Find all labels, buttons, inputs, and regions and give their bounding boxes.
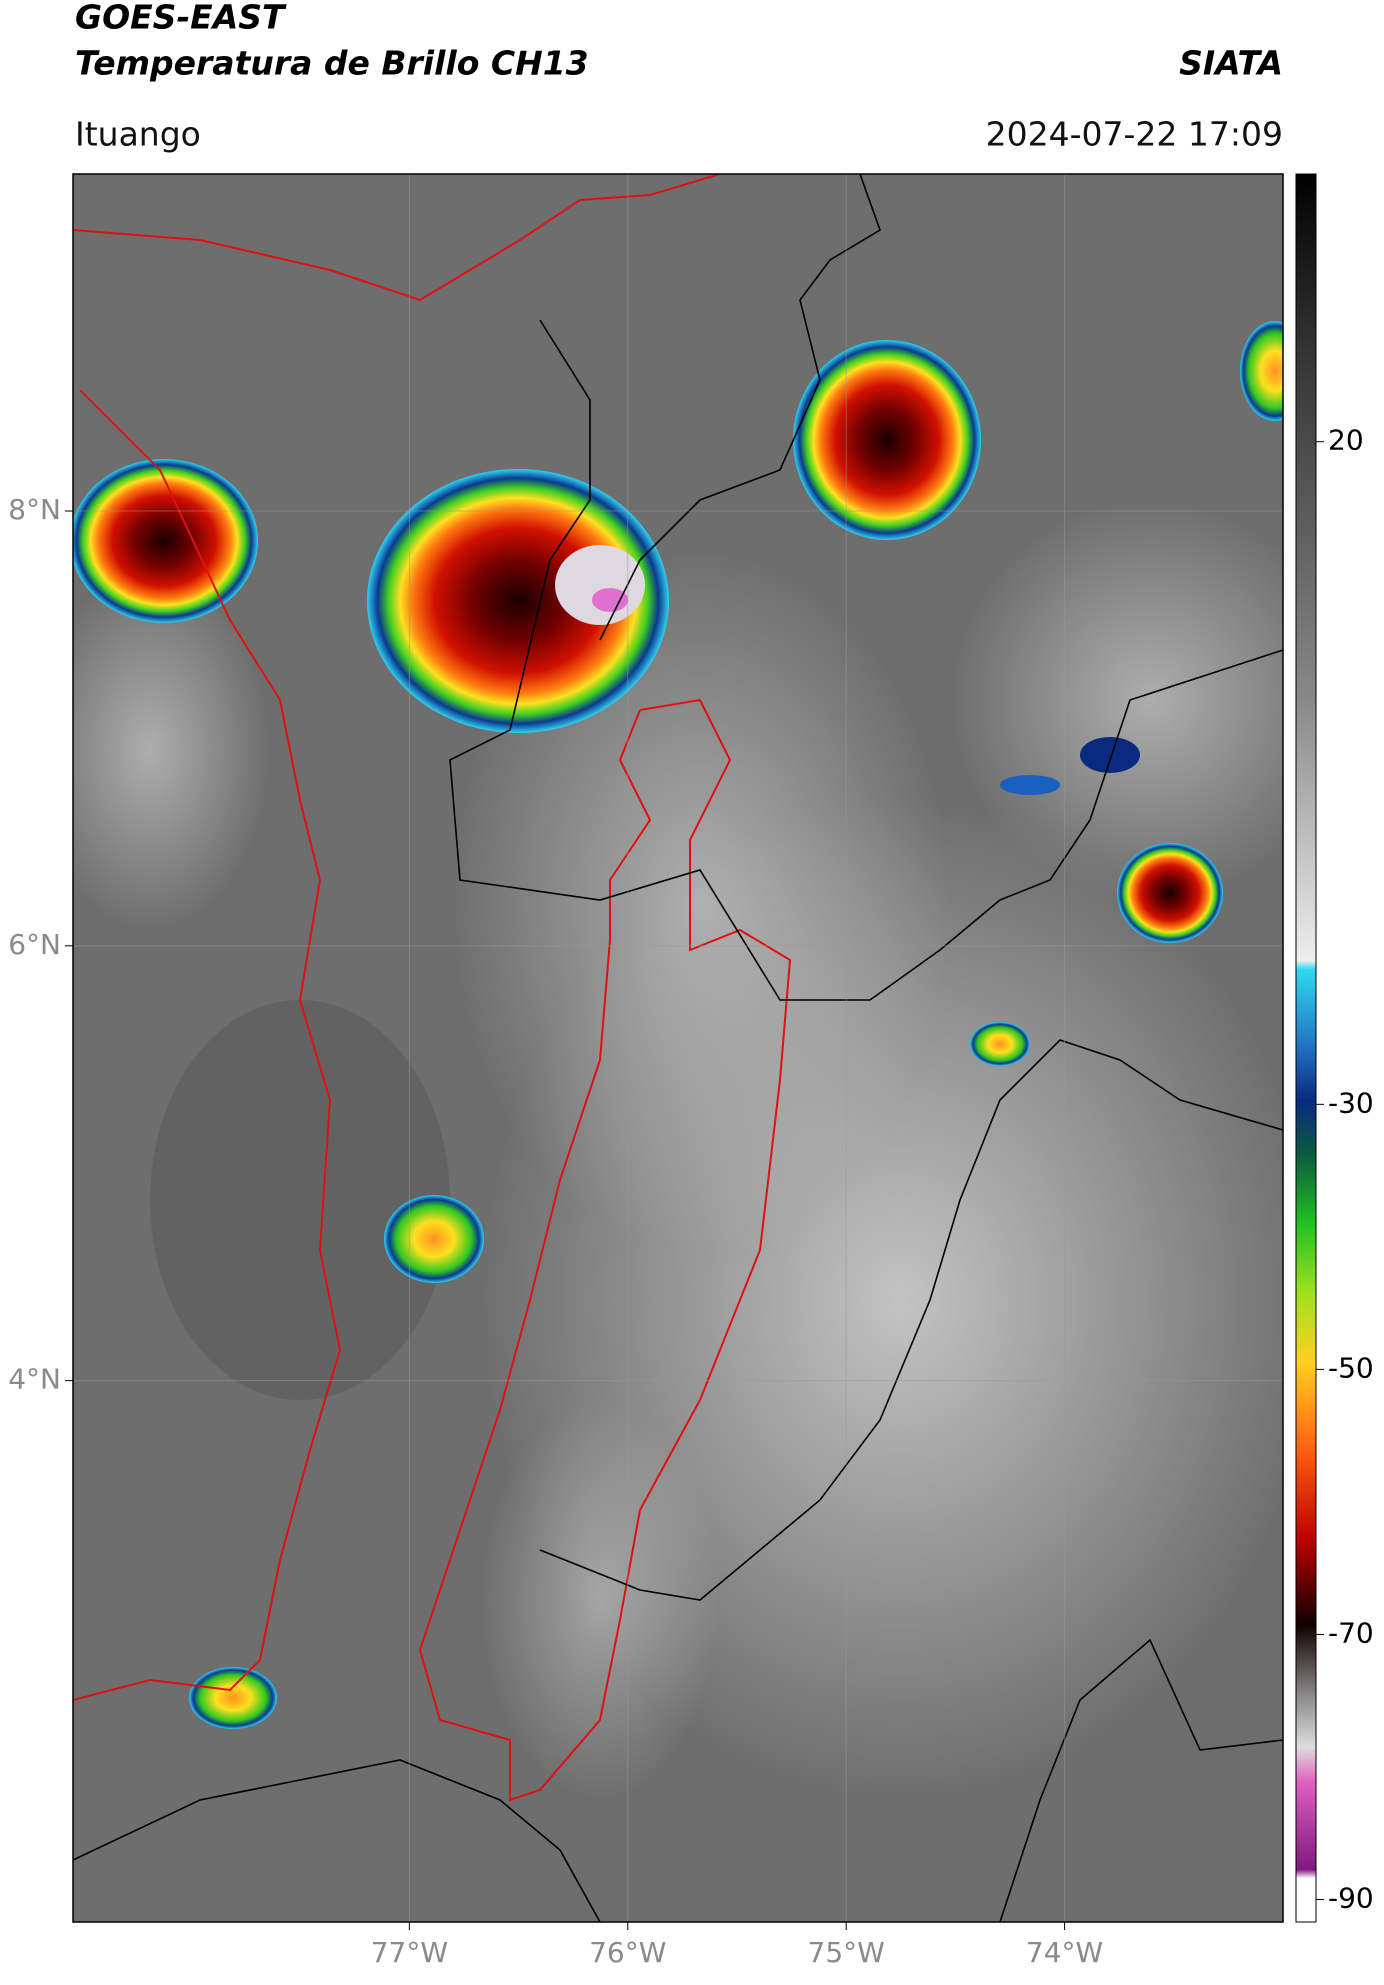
- colorbar-tick-label: -30: [1328, 1086, 1374, 1119]
- x-tick-label: 77°W: [371, 1936, 448, 1969]
- map-frame: [72, 173, 1284, 1923]
- graticule: [73, 174, 1283, 1922]
- x-tick-label: 74°W: [1026, 1936, 1103, 1969]
- org: SIATA: [1179, 44, 1283, 83]
- colorbar-tick-label: -90: [1328, 1881, 1374, 1914]
- location: Ituango: [75, 115, 201, 154]
- colorbar-tick-label: -70: [1328, 1616, 1374, 1649]
- colorbar-tick-label: -50: [1328, 1351, 1374, 1384]
- title: GOES-EAST: [75, 0, 287, 37]
- y-tick-label: 4°N: [8, 1363, 61, 1396]
- satellite-image: [73, 174, 1283, 1922]
- y-tick-label: 8°N: [8, 493, 61, 526]
- x-tick-label: 76°W: [589, 1936, 666, 1969]
- colorbar: [1295, 173, 1317, 1923]
- colorbar-tick-label: 20: [1328, 424, 1364, 457]
- x-tick-label: 75°W: [808, 1936, 885, 1969]
- y-tick-label: 6°N: [8, 928, 61, 961]
- subtitle: Temperatura de Brillo CH13: [75, 44, 589, 83]
- datetime: 2024-07-22 17:09: [986, 115, 1283, 154]
